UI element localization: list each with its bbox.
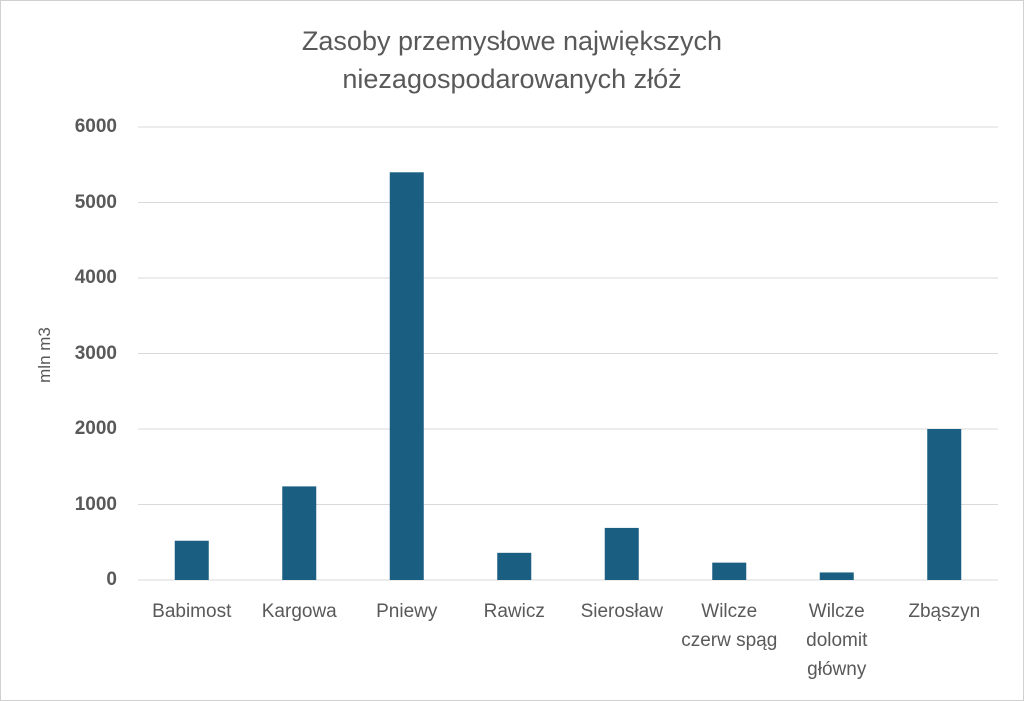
x-tick-label: Wilcze dolomit główny — [806, 601, 868, 680]
bar — [497, 552, 532, 580]
y-tick-label: 3000 — [74, 342, 117, 364]
y-tick-label: 5000 — [74, 191, 117, 213]
x-tick-label: Zbąszyn — [908, 601, 981, 622]
bar — [174, 540, 209, 580]
chart-title: Zasoby przemysłowe największych niezagos… — [301, 26, 723, 94]
bar — [282, 486, 317, 580]
bar — [927, 429, 962, 580]
bar — [604, 527, 639, 580]
bar — [389, 172, 424, 581]
y-tick-label: 6000 — [74, 116, 117, 137]
x-tick-label: Sierosław — [580, 601, 663, 622]
x-tick-label: Rawicz — [483, 601, 545, 622]
x-tick-label: Babimost — [152, 601, 232, 622]
bar — [819, 572, 854, 580]
y-tick-label: 4000 — [74, 267, 117, 288]
bar — [712, 562, 747, 580]
y-tick-label: 2000 — [74, 418, 117, 439]
y-tick-label: 0 — [106, 569, 117, 590]
x-tick-label: Kargowa — [261, 601, 337, 622]
y-tick-label: 1000 — [74, 493, 117, 515]
x-tick-label: Wilcze czerw spąg — [681, 601, 778, 651]
x-tick-label: Pniewy — [376, 601, 438, 622]
